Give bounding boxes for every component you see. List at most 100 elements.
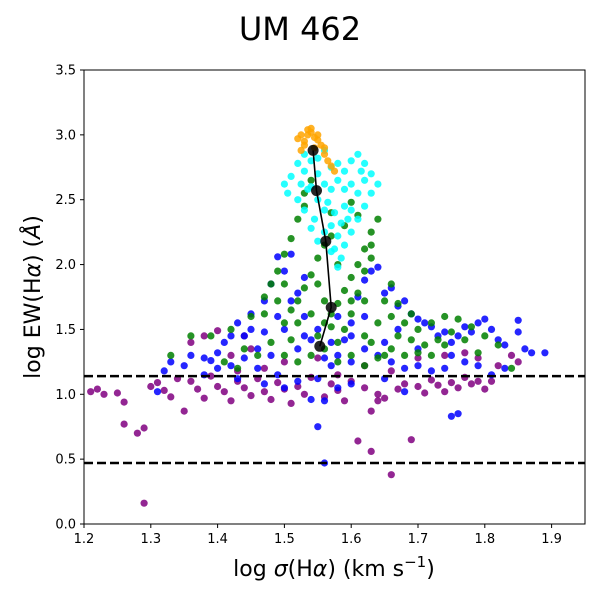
blue-point	[494, 336, 502, 344]
green-point	[367, 241, 375, 249]
blue-point	[300, 332, 308, 340]
x-tick-label: 1.5	[274, 532, 295, 547]
green-point	[387, 312, 395, 321]
purple-point	[207, 372, 215, 380]
green-point	[387, 280, 395, 288]
green-point	[481, 332, 489, 340]
green-point	[367, 254, 375, 262]
green-point	[294, 297, 302, 305]
purple-point	[454, 384, 462, 392]
green-point	[267, 338, 275, 346]
green-point	[454, 315, 462, 323]
purple-point	[187, 338, 195, 346]
purple-point	[280, 358, 288, 366]
purple-point	[447, 379, 455, 387]
green-point	[347, 351, 355, 359]
purple-point	[247, 345, 255, 353]
blue-point	[207, 357, 215, 365]
green-point	[434, 336, 442, 344]
green-point	[234, 364, 242, 372]
blue-point	[414, 315, 422, 323]
purple-point	[387, 367, 395, 375]
blue-point	[153, 388, 162, 396]
purple-point	[214, 327, 222, 335]
x-tick-label: 1.4	[207, 532, 228, 547]
orange-point	[314, 136, 322, 144]
green-point	[287, 306, 295, 314]
purple-point	[294, 382, 302, 391]
y-tick-label: 1.5	[55, 323, 76, 338]
purple-point	[93, 385, 101, 393]
y-tick-label: 0.0	[55, 518, 76, 533]
trend-point	[325, 301, 337, 313]
green-point	[374, 319, 382, 327]
blue-point	[274, 312, 282, 321]
blue-point	[280, 325, 288, 333]
blue-point	[487, 325, 496, 333]
blue-point	[361, 345, 369, 353]
green-point	[227, 325, 235, 333]
blue-point	[347, 332, 355, 340]
green-point	[407, 336, 415, 344]
green-point	[340, 325, 349, 333]
blue-point	[461, 358, 469, 366]
blue-point	[227, 332, 235, 340]
blue-point	[307, 336, 315, 344]
green-point	[367, 228, 375, 236]
x-axis-ticks: 1.2 1.3 1.4 1.5 1.6 1.7 1.8 1.9	[74, 524, 562, 547]
green-point	[461, 336, 469, 344]
green-point	[294, 215, 302, 223]
blue-point	[447, 412, 455, 420]
cyan-point	[337, 219, 345, 227]
blue-point	[374, 263, 382, 271]
blue-point	[401, 364, 409, 372]
x-axis-label-post: ) (km s	[327, 557, 404, 582]
blue-point	[481, 315, 489, 323]
blue-point	[467, 328, 475, 336]
purple-point	[187, 377, 195, 385]
purple-point	[247, 392, 255, 400]
x-tick-label: 1.9	[541, 532, 562, 547]
purple-point	[133, 429, 141, 437]
purple-point	[361, 384, 369, 392]
cyan-point	[361, 176, 369, 184]
purple-point	[441, 351, 449, 359]
green-point	[167, 351, 175, 359]
cyan-point	[334, 232, 342, 240]
green-point	[374, 215, 382, 223]
x-tick-label: 1.6	[341, 532, 362, 547]
y-axis-label: log EW(Hα) (Å)	[19, 215, 46, 379]
orange-point	[314, 131, 322, 139]
green-point	[280, 280, 288, 288]
y-tick-label: 1.0	[55, 388, 76, 403]
cyan-point	[340, 167, 349, 175]
cyan-point	[367, 189, 375, 197]
cyan-point	[327, 185, 335, 193]
blue-point	[474, 319, 482, 327]
y-axis-ticks: 0.0 0.5 1.0 1.5 2.0 2.5 3.0 3.5	[55, 64, 84, 533]
plot-frame	[83, 69, 586, 525]
green-point	[280, 250, 288, 258]
blue-point	[387, 358, 395, 366]
purple-point	[414, 382, 422, 391]
green-point	[387, 345, 395, 353]
green-point	[347, 273, 355, 282]
green-point	[381, 351, 389, 359]
purple-point	[113, 389, 121, 397]
purple-point	[507, 351, 516, 359]
purple-point	[427, 376, 435, 384]
green-point	[280, 351, 288, 359]
purple-point	[287, 399, 295, 407]
purple-point	[374, 390, 382, 398]
cyan-point	[354, 215, 362, 223]
cyan-point	[284, 189, 292, 197]
trend-point	[311, 185, 322, 197]
green-point	[294, 358, 302, 366]
green-point	[274, 267, 282, 275]
purple-point	[120, 398, 128, 406]
blue-point	[307, 395, 315, 404]
x-tick-label: 1.7	[408, 532, 429, 547]
y-axis-label-end: )	[21, 215, 46, 224]
x-tick-label: 1.8	[474, 532, 495, 547]
purple-point	[461, 349, 469, 357]
